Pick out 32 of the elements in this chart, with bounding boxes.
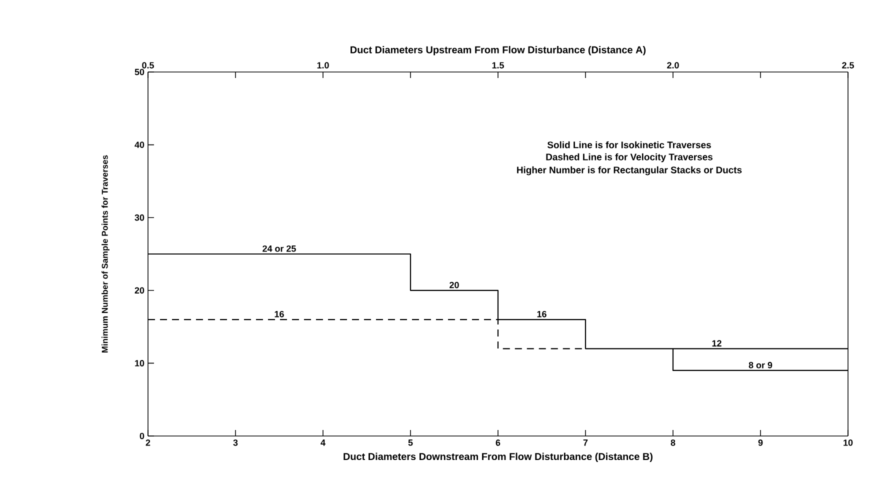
x-tick-label: 6 bbox=[496, 440, 500, 446]
annotation: 12 bbox=[712, 340, 722, 346]
y-tick-label: 30 bbox=[134, 214, 144, 221]
x2-tick-label: 2.5 bbox=[842, 62, 854, 68]
x-tick-label: 5 bbox=[408, 440, 413, 446]
y-axis-title: Minimum Number of Sample Points for Traverses bbox=[102, 155, 110, 352]
x-tick-label: 2 bbox=[146, 440, 150, 446]
x-tick-label: 4 bbox=[320, 440, 326, 446]
annotation: 8 or 9 bbox=[748, 362, 772, 368]
y-tick-label: 0 bbox=[140, 432, 144, 440]
annotation: 16 bbox=[537, 310, 546, 318]
annotation: 24 or 25 bbox=[262, 245, 296, 252]
annotation: 16 bbox=[274, 310, 284, 318]
y-tick-label: 10 bbox=[135, 360, 144, 366]
x2-tick-label: 1.0 bbox=[317, 62, 329, 68]
y-tick-label: 50 bbox=[134, 68, 144, 76]
x-tick-label: 3 bbox=[233, 440, 238, 446]
x2-axis-title: Duct Diameters Upstream From Flow Disturbance (Distance A) bbox=[350, 46, 646, 56]
y-tick-label: 20 bbox=[134, 287, 144, 294]
x-tick-label: 7 bbox=[583, 440, 588, 446]
x2-tick-label: 0.5 bbox=[142, 62, 154, 68]
annotation: Solid Line is for Isokinetic Traverses bbox=[547, 141, 711, 148]
x2-tick-label: 2.0 bbox=[667, 62, 679, 68]
annotation: 20 bbox=[450, 282, 459, 288]
annotation: Higher Number is for Rectangular Stacks or Ducts bbox=[517, 166, 742, 176]
y-tick-label: 40 bbox=[134, 142, 144, 148]
x2-tick-label: 1.5 bbox=[492, 62, 504, 68]
x-tick-label: 8 bbox=[670, 440, 676, 446]
x-axis-title: Duct Diameters Downstream From Flow Disturbance (Distance B) bbox=[344, 452, 652, 462]
x-tick-label: 9 bbox=[758, 440, 763, 446]
annotation: Dashed Line is for Velocity Traverses bbox=[546, 153, 712, 162]
x-tick-label: 10 bbox=[844, 440, 853, 446]
